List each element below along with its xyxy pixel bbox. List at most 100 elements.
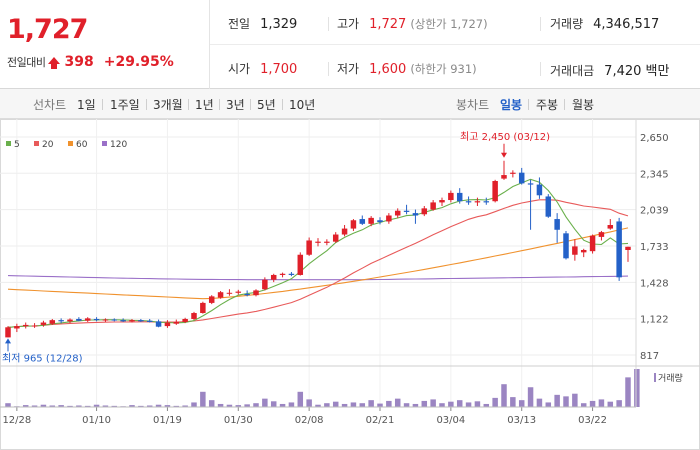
candle-body bbox=[22, 324, 29, 327]
candle-body bbox=[208, 296, 215, 303]
volume-bar bbox=[518, 400, 525, 407]
candle-body bbox=[545, 196, 552, 217]
volume-bar bbox=[572, 393, 578, 407]
volume-bar bbox=[138, 405, 144, 407]
stat-label: 전일 bbox=[228, 17, 251, 31]
volume-bar bbox=[111, 405, 118, 407]
candle-weekly[interactable]: 주봉 bbox=[536, 98, 559, 112]
divider bbox=[219, 99, 220, 110]
x-tick-label: 01/10 bbox=[82, 415, 111, 426]
line-chart-label: 선차트 bbox=[33, 98, 67, 112]
candle-body bbox=[58, 320, 64, 322]
legend-label: 60 bbox=[76, 140, 88, 150]
volume-bar bbox=[5, 403, 11, 407]
stat-label: 거래량 bbox=[550, 17, 584, 31]
stat-value: 4,346,517 bbox=[593, 17, 660, 32]
candlestick-chart[interactable]: 2,650 2,345 2,039 1,733 1,428 1,122 817 12/28 01… bbox=[0, 119, 700, 450]
legend: 5 20 60 120 bbox=[6, 140, 127, 150]
volume-bar bbox=[377, 403, 383, 407]
candle-body bbox=[76, 318, 82, 321]
y-tick-label: 1,122 bbox=[640, 315, 669, 326]
volume-bar bbox=[589, 400, 596, 407]
candle-body bbox=[279, 273, 286, 275]
stat-volume: 거래량 4,346,517 bbox=[550, 15, 659, 32]
volume-bar bbox=[200, 391, 206, 407]
ma120-line bbox=[7, 275, 629, 281]
ma5-line bbox=[7, 178, 629, 328]
volume-bar bbox=[368, 400, 374, 407]
volume-bar bbox=[22, 405, 29, 407]
candle-body bbox=[235, 291, 242, 293]
divider bbox=[188, 99, 189, 110]
volume-bar bbox=[394, 398, 401, 407]
legend-label: 5 bbox=[14, 140, 20, 150]
volume-bar bbox=[191, 402, 197, 407]
price-summary: 1,727 전일대비 398 +29.95% 전일 1,329 고가 1,727… bbox=[0, 0, 700, 89]
volume-bar bbox=[465, 402, 472, 407]
divider bbox=[540, 62, 541, 76]
legend-swatch bbox=[68, 141, 73, 146]
period-3y[interactable]: 3년 bbox=[226, 98, 245, 112]
stat-sub: (상한가 1,727) bbox=[410, 17, 488, 31]
period-3m[interactable]: 3개월 bbox=[153, 98, 183, 112]
legend-label: 20 bbox=[42, 140, 54, 150]
volume-bar bbox=[474, 401, 481, 407]
volume-bar bbox=[155, 404, 162, 407]
y-tick-label: 2,345 bbox=[640, 169, 669, 180]
candle-body bbox=[430, 202, 436, 210]
period-10y[interactable]: 10년 bbox=[289, 98, 316, 112]
volume-bar bbox=[412, 403, 419, 407]
candle-body bbox=[253, 290, 259, 296]
candle-body bbox=[359, 219, 366, 224]
period-1w[interactable]: 1주일 bbox=[110, 98, 140, 112]
volume-bar bbox=[208, 400, 215, 407]
candle-body bbox=[129, 320, 135, 322]
legend-swatch bbox=[34, 141, 39, 146]
legend-swatch bbox=[6, 141, 11, 146]
y-tick-label: 1,428 bbox=[640, 278, 669, 289]
divider bbox=[250, 99, 251, 110]
candle-body bbox=[84, 318, 91, 321]
volume-label: 거래량 bbox=[658, 372, 683, 384]
stats-divider bbox=[210, 44, 700, 45]
period-1y[interactable]: 1년 bbox=[195, 98, 214, 112]
divider bbox=[564, 99, 565, 110]
stat-label: 저가 bbox=[337, 62, 360, 76]
candle-body bbox=[324, 241, 330, 243]
candle-body bbox=[536, 184, 543, 196]
volume-bar bbox=[270, 401, 277, 407]
period-5y[interactable]: 5년 bbox=[257, 98, 276, 112]
chart-frame bbox=[0, 119, 700, 450]
candle-daily[interactable]: 일봉 bbox=[500, 98, 523, 112]
candle-body bbox=[501, 175, 507, 179]
moving-average-lines bbox=[7, 178, 629, 328]
candle-chart-label: 봉차트 bbox=[456, 98, 490, 112]
candle-body bbox=[616, 221, 622, 278]
grid bbox=[0, 119, 700, 450]
volume-bar bbox=[598, 399, 605, 407]
period-1d[interactable]: 1일 bbox=[77, 98, 96, 112]
ma20-line bbox=[7, 199, 629, 328]
stat-value: 1,700 bbox=[260, 62, 298, 77]
legend-swatch bbox=[102, 141, 107, 146]
change-row: 전일대비 398 +29.95% bbox=[7, 53, 174, 71]
candle-body bbox=[102, 319, 109, 321]
volume-bar bbox=[93, 404, 100, 407]
candle-body bbox=[589, 235, 596, 252]
volume-bar bbox=[341, 403, 348, 407]
candle-body bbox=[332, 234, 339, 242]
candle-body bbox=[421, 208, 428, 215]
candle-body bbox=[315, 241, 321, 243]
volume-bar bbox=[527, 387, 534, 407]
stat-value: 1,727 bbox=[369, 17, 407, 32]
stat-open: 시가 1,700 bbox=[228, 60, 297, 77]
candle-monthly[interactable]: 월봉 bbox=[572, 98, 595, 112]
candle-body bbox=[270, 274, 277, 280]
candle-body bbox=[182, 318, 188, 322]
volume-bar bbox=[332, 401, 339, 407]
candle-body bbox=[350, 220, 357, 229]
volume-bar bbox=[545, 402, 552, 407]
volume-bar bbox=[554, 394, 560, 407]
x-tick-label: 02/08 bbox=[295, 415, 324, 426]
volume-bar bbox=[102, 405, 109, 407]
